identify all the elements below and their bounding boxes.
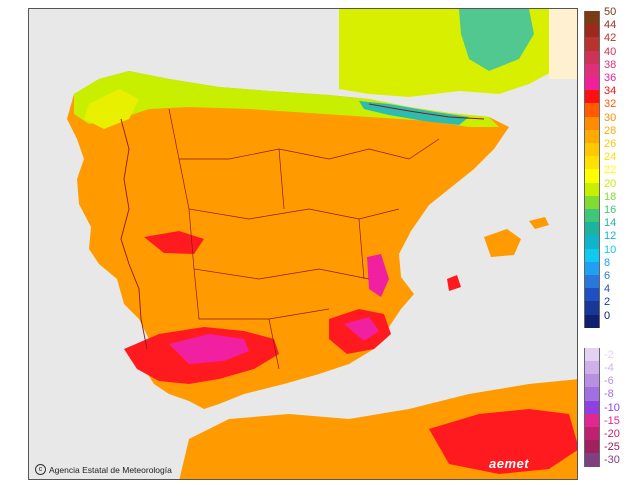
murcia-very-hot <box>344 317 379 341</box>
legend-label: 38 <box>604 58 617 71</box>
valencia-hot <box>367 254 389 297</box>
legend-swatch <box>584 261 600 275</box>
legend-label: 10 <box>604 243 617 256</box>
legend-swatch <box>584 116 600 130</box>
credit: c Agencia Estatal de Meteorología <box>35 464 172 475</box>
legend-swatch <box>584 275 600 289</box>
legend-swatch <box>584 453 600 467</box>
legend-label: -6 <box>604 375 614 388</box>
mallorca <box>484 229 521 257</box>
legend-label: -8 <box>604 388 614 401</box>
legend-label: 36 <box>604 72 617 84</box>
legend-label: 4 <box>604 283 611 296</box>
legend-swatch <box>584 413 600 427</box>
credit-text: Agencia Estatal de Meteorología <box>49 464 172 475</box>
legend-label: 32 <box>604 98 617 111</box>
legend-swatch <box>584 24 600 38</box>
legend-swatch <box>584 182 600 196</box>
legend-swatch <box>584 37 600 51</box>
legend-label: 24 <box>604 151 617 164</box>
guadiana-hot <box>144 231 204 254</box>
legend-label: -15 <box>604 414 620 427</box>
legend-label: -10 <box>604 401 620 414</box>
legend-swatch <box>584 248 600 262</box>
legend-label: 26 <box>604 138 617 150</box>
brand-logo: aemet <box>489 456 530 471</box>
guadalquivir-very-hot <box>169 334 249 364</box>
legend-label: 2 <box>604 296 611 309</box>
legend-swatch <box>584 156 600 170</box>
legend-label: -2 <box>604 348 614 361</box>
legend-swatch <box>584 209 600 223</box>
legend-swatch <box>584 374 600 388</box>
legend-label: 14 <box>604 217 617 230</box>
copyright-icon: c <box>35 464 46 475</box>
legend-label: 16 <box>604 204 617 216</box>
legend-swatch <box>584 50 600 64</box>
north-africa-hot <box>429 409 577 474</box>
legend-swatch <box>584 387 600 401</box>
alps-cool-zone <box>459 9 534 71</box>
legend-swatch <box>584 143 600 157</box>
legend-swatch <box>584 400 600 414</box>
legend-swatch <box>584 361 600 375</box>
legend-swatch <box>584 347 600 361</box>
portugal-border <box>120 118 148 350</box>
legend-swatch <box>584 288 600 302</box>
legend-swatch <box>584 195 600 209</box>
legend-label: 22 <box>604 164 617 177</box>
legend-label: 8 <box>604 256 611 269</box>
temperature-map: c Agencia Estatal de Meteorología aemet <box>28 8 578 480</box>
legend-swatch <box>584 169 600 183</box>
legend-label: 50 <box>604 6 617 18</box>
legend-swatch <box>584 129 600 143</box>
legend-label: 18 <box>604 190 617 203</box>
legend-swatch <box>584 235 600 249</box>
legend-swatch <box>584 301 600 315</box>
galicia-mild <box>84 89 139 129</box>
legend-swatch <box>584 222 600 236</box>
legend-label: 40 <box>604 45 617 58</box>
legend-label: 44 <box>604 19 617 32</box>
pyrenees-border <box>368 103 485 120</box>
legend-label: 42 <box>604 32 617 45</box>
legend-label: 34 <box>604 85 617 98</box>
legend-swatch <box>584 77 600 91</box>
iberia-landmass <box>67 71 509 409</box>
legend-label: -20 <box>604 428 620 440</box>
legend-label: -25 <box>604 441 620 454</box>
italy-edge <box>549 9 577 79</box>
legend-label: -30 <box>604 454 620 467</box>
map-canvas <box>29 9 577 479</box>
legend-label: 20 <box>604 177 617 190</box>
legend-label: 6 <box>604 270 611 282</box>
legend-label: 30 <box>604 111 617 124</box>
temperature-legend: 50 44 42 40 38 36 34 32 30 28 26 24 22 20 18 16 14 12 10 8 6… <box>584 6 628 487</box>
legend-swatch <box>584 63 600 77</box>
legend-swatch <box>584 314 600 328</box>
legend-label: 12 <box>604 230 617 243</box>
legend-swatch <box>584 427 600 441</box>
legend-label: 28 <box>604 124 617 137</box>
legend-swatch <box>584 90 600 104</box>
legend-swatch <box>584 103 600 117</box>
ibiza <box>447 275 461 291</box>
legend-swatch <box>584 440 600 454</box>
region-borders <box>168 108 440 370</box>
legend-swatch <box>584 11 600 25</box>
legend-label: -4 <box>604 362 614 374</box>
menorca <box>529 217 549 229</box>
legend-label: 0 <box>604 309 611 322</box>
